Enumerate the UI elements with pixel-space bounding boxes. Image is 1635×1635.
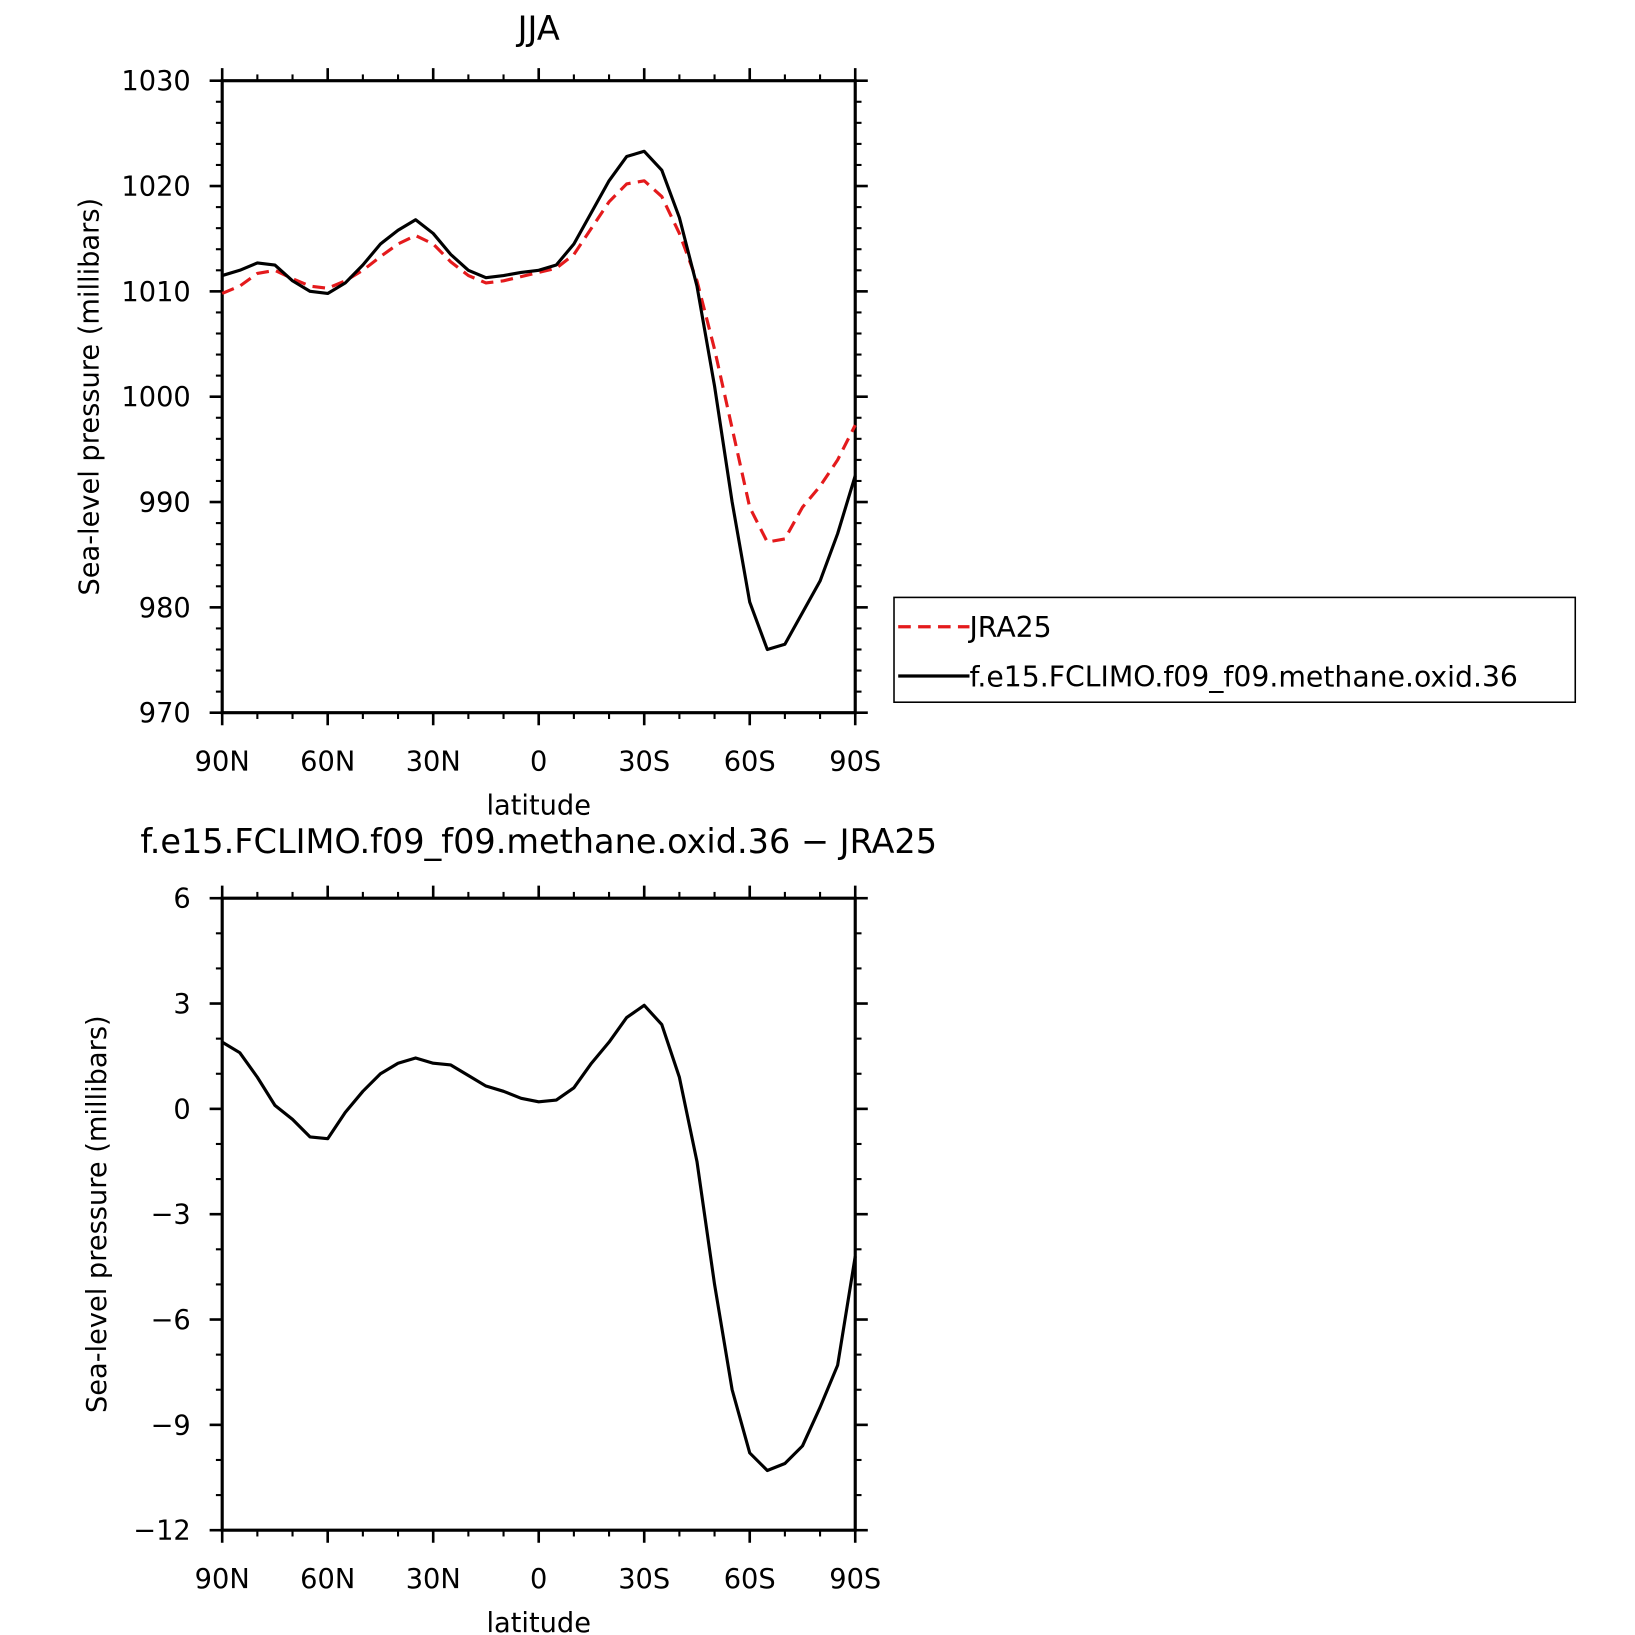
y-tick-label: 990 <box>139 487 191 518</box>
x-tick-label: 90S <box>829 746 881 777</box>
y-axis-label: Sea-level pressure (millibars) <box>75 198 106 596</box>
x-tick-label: 30S <box>618 746 670 777</box>
x-tick-label: 90N <box>195 1564 250 1595</box>
data-line <box>221 179 857 544</box>
x-tick-label: 30N <box>406 746 461 777</box>
y-tick-label: 1000 <box>121 382 190 413</box>
y-tick-label: 3 <box>173 989 190 1020</box>
legend-box <box>893 596 1577 703</box>
plot-frame <box>220 79 857 715</box>
y-tick-label: 1010 <box>121 277 190 308</box>
x-tick-label: 60N <box>300 1564 355 1595</box>
y-tick-label: 1020 <box>121 171 190 202</box>
y-tick-label: 0 <box>173 1094 190 1125</box>
x-tick-label: 90S <box>829 1564 881 1595</box>
x-tick-label: 60S <box>724 1564 776 1595</box>
x-tick-label: 30N <box>406 1564 461 1595</box>
x-tick-label: 60N <box>300 746 355 777</box>
y-tick-label: 980 <box>139 593 191 624</box>
x-tick-label: 0 <box>530 1564 547 1595</box>
chart-title: f.e15.FCLIMO.f09_f09.methane.oxid.36 − J… <box>140 822 937 861</box>
x-axis-label: latitude <box>486 790 590 821</box>
y-tick-label: −9 <box>151 1410 191 1441</box>
y-tick-label: 6 <box>173 884 190 915</box>
legend-label: f.e15.FCLIMO.f09_f09.methane.oxid.36 <box>969 660 1517 693</box>
x-tick-label: 60S <box>724 746 776 777</box>
plot-frame <box>220 896 857 1532</box>
y-tick-label: 1030 <box>121 66 190 97</box>
chart-title: JJA <box>516 9 560 48</box>
data-line <box>221 149 857 652</box>
x-tick-label: 30S <box>618 1564 670 1595</box>
x-tick-label: 0 <box>530 746 547 777</box>
x-tick-label: 90N <box>195 746 250 777</box>
y-tick-label: 970 <box>139 698 191 729</box>
x-axis-label: latitude <box>486 1608 590 1635</box>
y-tick-label: −6 <box>151 1305 191 1336</box>
legend-label: JRA25 <box>967 611 1051 644</box>
y-tick-label: −12 <box>133 1516 190 1547</box>
y-tick-label: −3 <box>151 1200 191 1231</box>
y-axis-label: Sea-level pressure (millibars) <box>82 1015 113 1413</box>
data-line <box>221 1003 857 1473</box>
